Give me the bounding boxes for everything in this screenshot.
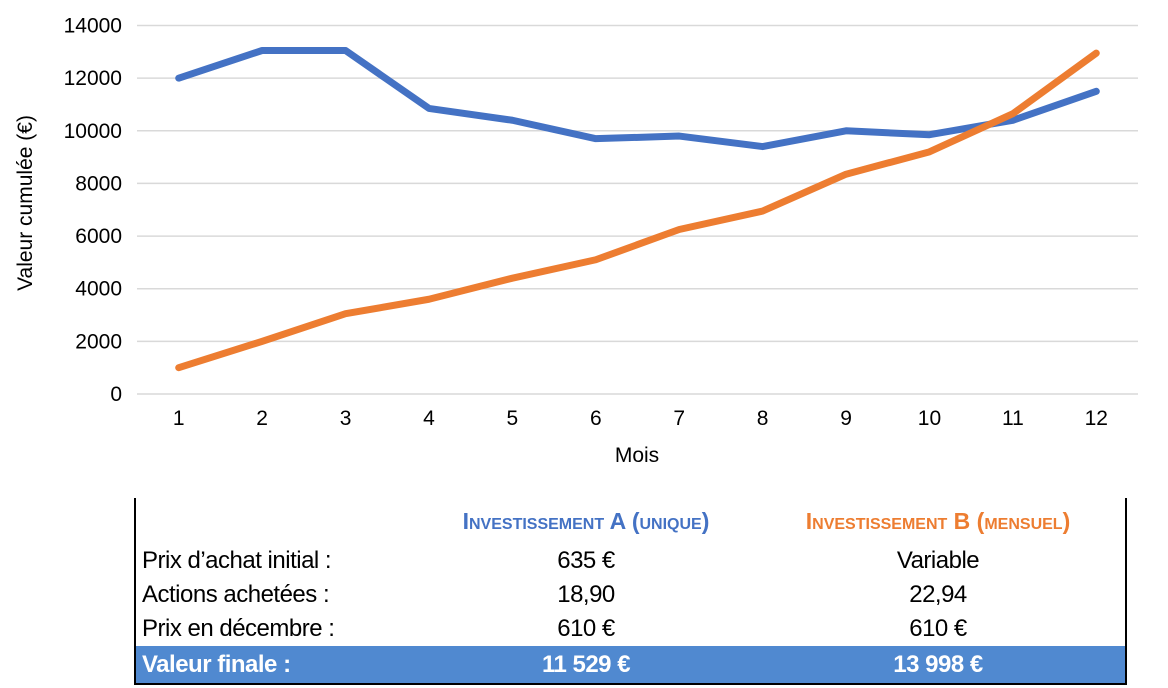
x-tick-label: 1 bbox=[173, 407, 185, 430]
series-line-investissement-b bbox=[175, 49, 1100, 372]
table-row: Prix en décembre : 610 € 610 € bbox=[135, 612, 1126, 646]
row-label-december-price: Prix en décembre : bbox=[142, 615, 335, 642]
header-investment-b: Investissement B (mensuel) bbox=[805, 507, 1071, 534]
x-axis-title: Mois bbox=[615, 444, 659, 467]
x-tick-label: 9 bbox=[840, 407, 852, 430]
value-initial-price-b: Variable bbox=[896, 547, 980, 574]
row-label-shares-bought: Actions achetées : bbox=[142, 581, 330, 608]
investment-line-chart: 0 2000 4000 6000 8000 10000 12000 14000 1 2 3 4 5 6 7 8… bbox=[14, 15, 1138, 467]
y-tick-label: 14000 bbox=[64, 15, 122, 38]
value-initial-price-a: 635 € bbox=[557, 547, 615, 574]
table-footer-row: Valeur finale : 11 529 € 13 998 € bbox=[135, 646, 1126, 684]
x-tick-label: 8 bbox=[757, 407, 769, 430]
table-row: Prix d’achat initial : 635 € Variable bbox=[135, 544, 1126, 578]
x-tick-label: 2 bbox=[256, 407, 268, 430]
x-tick-label: 4 bbox=[423, 407, 435, 430]
y-axis-title: Valeur cumulée (€) bbox=[14, 115, 37, 291]
y-tick-label: 10000 bbox=[64, 120, 122, 143]
value-december-price-a: 610 € bbox=[557, 615, 615, 642]
x-tick-label: 10 bbox=[918, 407, 941, 430]
x-tick-label: 12 bbox=[1085, 407, 1108, 430]
x-tick-label: 5 bbox=[507, 407, 519, 430]
series-line-investissement-a bbox=[175, 47, 1100, 151]
final-value-a: 11 529 € bbox=[421, 646, 751, 684]
table-row: Actions achetées : 18,90 22,94 bbox=[135, 578, 1126, 612]
header-empty-cell bbox=[135, 498, 421, 544]
y-tick-label: 0 bbox=[110, 383, 122, 406]
row-label-initial-price: Prix d’achat initial : bbox=[142, 547, 332, 574]
y-tick-label: 6000 bbox=[75, 225, 122, 248]
x-tick-label: 11 bbox=[1002, 407, 1024, 430]
x-tick-label: 7 bbox=[673, 407, 685, 430]
final-value-b: 13 998 € bbox=[751, 646, 1126, 684]
value-shares-a: 18,90 bbox=[557, 581, 615, 608]
footer-label-final-value: Valeur finale : bbox=[135, 646, 421, 684]
y-tick-label: 2000 bbox=[75, 330, 122, 353]
x-tick-label: 6 bbox=[590, 407, 602, 430]
y-tick-label: 12000 bbox=[64, 67, 122, 90]
table-header-row: Investissement A (unique) Investissement… bbox=[135, 498, 1126, 544]
results-table: Investissement A (unique) Investissement… bbox=[134, 498, 1127, 685]
header-investment-a: Investissement A (unique) bbox=[462, 507, 710, 534]
y-tick-label: 4000 bbox=[75, 278, 122, 301]
value-december-price-b: 610 € bbox=[909, 615, 967, 642]
y-tick-label: 8000 bbox=[75, 172, 122, 195]
value-shares-b: 22,94 bbox=[909, 581, 967, 608]
x-tick-label: 3 bbox=[340, 407, 352, 430]
